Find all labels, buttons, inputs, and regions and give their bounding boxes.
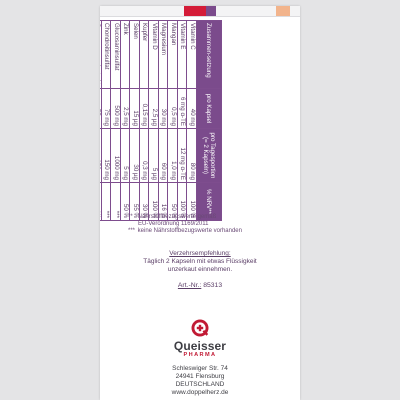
cell-per-daily: 30 µg [130,128,140,183]
footnote-no-nrv: *** keine Nährstoffbezugswerte vorhanden [128,228,288,235]
table-row: Selen 15 µg 30 µg 55 % [130,20,140,221]
brand-block: Queisser PHARMA [100,339,300,358]
cell-per-capsule: 6 mg α-TE [177,88,187,129]
cell-nutrient-name: Vitamin C [187,20,197,89]
cell-nutrient-name: Kupfer [139,20,149,89]
cell-nutrient-name: Glucosaminsulfat [111,20,121,89]
nutrition-table-rotated: Zusammen-setzung pro Kapsel pro Tagespor… [100,20,222,221]
cell-per-daily: 1,0 mg [168,128,178,183]
cell-per-capsule: 500 mg [111,88,121,129]
cell-nrv: *** [101,182,111,221]
cell-per-daily: 0,3 mg [139,128,149,183]
table-row: Glucosaminsulfat 500 mg 1000 mg *** [111,20,121,221]
cell-per-daily: 12 mg α-TE [177,128,187,183]
table-row: Vitamin C 40 mg 80 mg 100 % [187,20,197,221]
cell-per-capsule: 75 mg [100,88,102,129]
header-composition: Zusammen-setzung [196,20,222,89]
header-per-daily-portion: pro Tagesportion (= 2 Kapseln) [196,128,222,183]
cell-per-capsule: 2,5 mg [120,88,130,129]
cell-nutrient-name: Selen [130,20,140,89]
dosage-line-1: Täglich 2 Kapseln mit etwas Flüssigkeit [143,258,257,265]
table-row: Magnesium 30 mg 60 mg 16 % [158,20,168,221]
manufacturer-address: Schleswiger Str. 74 24941 Flensburg DEUT… [100,365,300,397]
table-row: Zink 2,5 mg 5 mg 50 % [120,20,130,221]
cell-per-daily: 80 mg [187,128,197,183]
dosage-heading: Verzehrsempfehlung: [169,250,231,257]
queisser-logo-icon [191,319,209,337]
table-row: Vitamin D 2,5 µg 5 µg 100 % [149,20,159,221]
package-back-panel: Zusammen-setzung pro Kapsel pro Tagespor… [100,6,300,400]
brand-name: Queisser [173,339,227,353]
table-header-row: Zusammen-setzung pro Kapsel pro Tagespor… [196,20,222,221]
cell-per-capsule: 0,5 mg [168,88,178,129]
address-city: 24941 Flensburg [175,373,225,380]
cell-nutrient-name: Magnesium [158,20,168,89]
cell-per-daily: 150 mg [100,128,102,183]
table-row: Chondroitinsulfat 75 mg 150 mg *** [101,20,111,221]
address-country: DEUTSCHLAND [175,381,225,388]
cell-nutrient-name: Curcumawurzelextrakt [100,20,102,89]
article-number-label: Art.-Nr.: [177,282,202,289]
cell-nrv: *** [111,182,121,221]
cell-per-capsule: 2,5 µg [149,88,159,129]
footnotes: ** Nährstoffbezugswerte gemäß EU-Verordn… [128,214,288,235]
footnote-nrv: ** Nährstoffbezugswerte gemäß [128,214,288,221]
footnote-nrv-symbol: ** [128,214,133,220]
cell-nutrient-name: Mangan [168,20,178,89]
footnote-nrv-line1: Nährstoffbezugswerte gemäß [137,214,217,220]
flap-color-mark-peach [276,6,290,16]
table-row: Kupfer 0,15 mg 0,3 mg 30 % [139,20,149,221]
dosage-line-2: unzerkaut einnehmen. [167,266,233,273]
cell-per-daily: 150 mg [101,128,111,183]
cell-per-daily: 5 µg [149,128,159,183]
cell-per-capsule: 0,15 mg [139,88,149,129]
cell-nutrient-name: Zink [120,20,130,89]
footnote-nrv-line2: EU-Verordnung 1169/2011 [138,221,209,227]
article-number: Art.-Nr.: 85313 [100,282,300,289]
cell-per-daily: 60 mg [158,128,168,183]
cell-nutrient-name: Chondroitinsulfat [101,20,111,89]
footnote-no-nrv-text: keine Nährstoffbezugswerte vorhanden [137,228,242,234]
cell-nutrient-name: Vitamin D [149,20,159,89]
manufacturer-website: www.doppelherz.de [171,389,229,396]
table-row: Mangan 0,5 mg 1,0 mg 50 % [168,20,178,221]
address-street: Schleswiger Str. 74 [172,365,228,372]
cell-per-daily: 5 mg [120,128,130,183]
cell-per-daily: 1000 mg [111,128,121,183]
nutrition-table: Zusammen-setzung pro Kapsel pro Tagespor… [100,20,222,221]
cell-per-capsule: 75 mg [101,88,111,129]
header-per-capsule: pro Kapsel [196,88,222,129]
cell-per-capsule: 15 µg [130,88,140,129]
cell-per-capsule: 40 mg [187,88,197,129]
footnote-no-nrv-symbol: *** [128,228,136,234]
dosage-recommendation: Verzehrsempfehlung: Täglich 2 Kapseln mi… [100,250,300,274]
flap-color-mark-red [184,6,206,16]
cell-nrv: *** [100,182,102,221]
package-top-flap [100,6,300,17]
brand-subtitle: PHARMA [183,352,217,358]
cell-nutrient-name: Vitamin E [177,20,187,89]
article-number-value: 85313 [203,282,223,289]
flap-color-mark-purple [206,6,216,16]
cell-per-capsule: 30 mg [158,88,168,129]
